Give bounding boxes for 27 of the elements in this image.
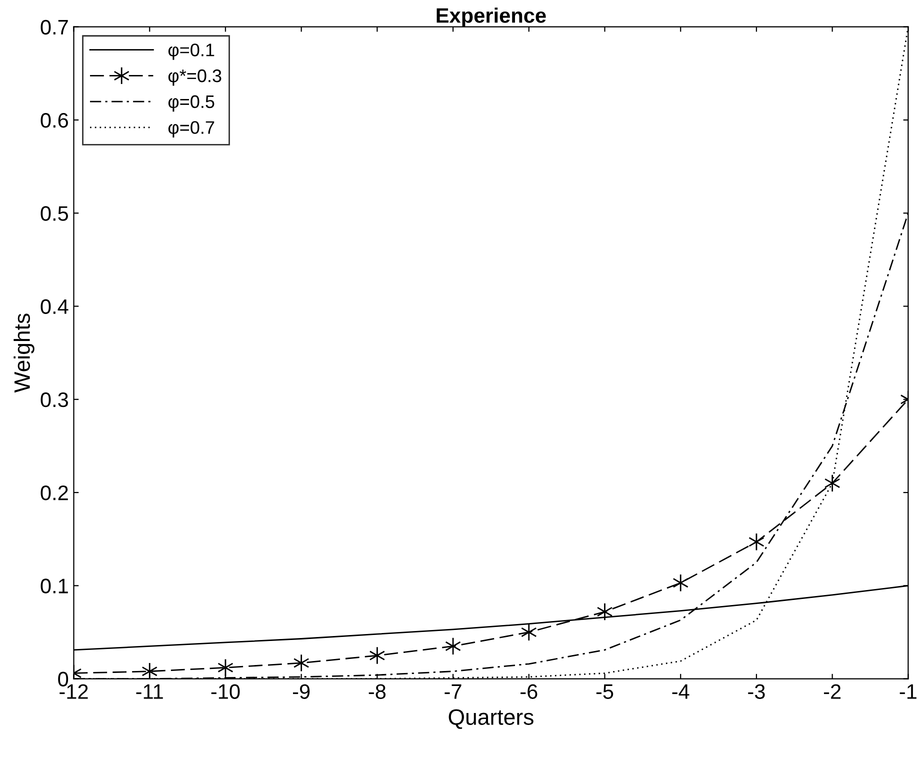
legend-label: φ=0.1 [168,44,214,60]
y-tick-label: 0.6 [40,112,68,128]
x-tick-label: -4 [672,684,690,699]
x-tick-label: -10 [211,684,240,699]
legend-label: φ=0.7 [168,121,214,138]
y-tick-label: 0.3 [40,392,68,408]
y-tick-label: 0.2 [40,486,68,500]
y-tick-label: 0.7 [40,20,68,35]
x-tick-label: -12 [60,684,88,699]
y-tick-label: 0.5 [40,206,68,221]
x-tick-label: -6 [520,684,538,699]
y-tick-label: 0.4 [40,299,68,314]
x-tick-label: -8 [368,684,386,699]
x-tick-label: -7 [444,684,462,699]
x-tick-label: -2 [824,684,841,699]
x-axis-title: Quarters [448,709,534,729]
x-tick-label: -1 [900,684,916,699]
y-tick-label: 0.1 [40,578,68,594]
x-tick-label: -11 [136,684,163,699]
x-tick-label: -9 [292,684,310,699]
y-tick-label: 0 [58,672,68,687]
y-axis-title: Weights [14,314,34,393]
x-tick-label: -5 [596,684,614,699]
x-tick-label: -3 [748,684,765,699]
chart-title: Experience [436,8,546,27]
legend-label: φ*=0.3 [168,69,222,86]
legend-label: φ=0.5 [168,95,214,112]
